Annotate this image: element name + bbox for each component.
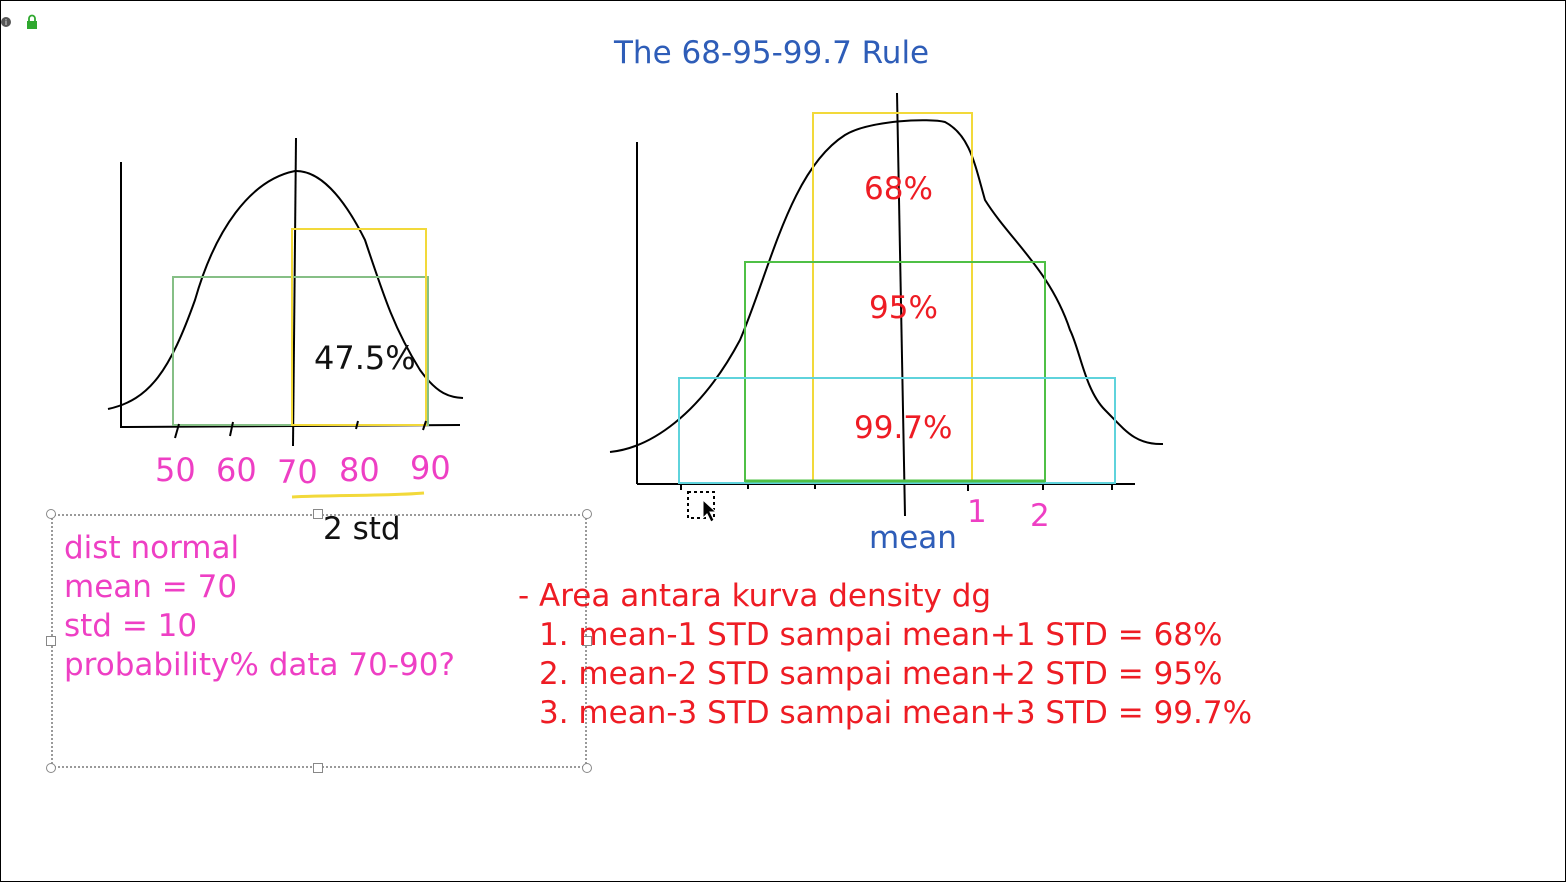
left-bell-curve bbox=[107, 169, 464, 410]
left-tick-90 bbox=[422, 420, 427, 431]
right-label-95: 95% bbox=[869, 290, 938, 326]
right-bell-curve bbox=[609, 119, 1164, 453]
right-label-68: 68% bbox=[864, 171, 933, 207]
rules-item-1: 1. mean-1 STD sampai mean+1 STD = 68% bbox=[539, 617, 1223, 653]
resize-handle-top-left[interactable] bbox=[46, 509, 56, 519]
right-label-997: 99.7% bbox=[854, 410, 953, 446]
left-tick-label-80: 80 bbox=[339, 451, 380, 489]
resize-handle-bottom[interactable] bbox=[313, 763, 323, 773]
page-title: The 68-95-99.7 Rule bbox=[614, 35, 930, 71]
cursor-icon bbox=[702, 498, 718, 523]
right-cyan-box-997 bbox=[678, 377, 1116, 484]
note-line-3[interactable]: std = 10 bbox=[64, 608, 198, 644]
right-axis-label-mean: mean bbox=[869, 520, 957, 556]
info-icon-glyph: i bbox=[5, 18, 7, 27]
left-tick-label-90: 90 bbox=[410, 449, 451, 487]
left-yellow-underline bbox=[291, 491, 425, 499]
right-axis-label-2: 2 bbox=[1030, 498, 1050, 534]
left-chart bbox=[107, 137, 464, 499]
left-tick-label-60: 60 bbox=[216, 451, 257, 489]
left-tick-label-70: 70 bbox=[277, 453, 318, 491]
resize-handle-right[interactable] bbox=[582, 636, 592, 646]
resize-handle-bottom-right[interactable] bbox=[582, 763, 592, 773]
left-tick-50 bbox=[174, 423, 180, 439]
left-tick-80 bbox=[355, 420, 359, 430]
right-axis-label-1: 1 bbox=[967, 494, 987, 530]
note-line-1[interactable]: dist normal bbox=[64, 530, 240, 566]
left-tick-60 bbox=[229, 421, 234, 437]
lock-icon[interactable] bbox=[27, 14, 37, 30]
right-chart bbox=[609, 92, 1164, 517]
right-mean-line bbox=[896, 92, 906, 517]
note-line-4[interactable]: probability% data 70-90? bbox=[64, 647, 455, 683]
rules-item-3: 3. mean-3 STD sampai mean+3 STD = 99.7% bbox=[539, 695, 1253, 731]
left-area-label: 47.5% bbox=[314, 339, 416, 377]
note-line-2[interactable]: mean = 70 bbox=[64, 569, 238, 605]
resize-handle-bottom-left[interactable] bbox=[46, 763, 56, 773]
top-left-status-icons: i bbox=[0, 14, 40, 36]
left-yellow-box bbox=[291, 228, 427, 426]
rules-heading: - Area antara kurva density dg bbox=[518, 578, 992, 614]
resize-handle-top[interactable] bbox=[313, 509, 323, 519]
status-icons-svg: i bbox=[1, 14, 37, 30]
info-icon[interactable] bbox=[1, 17, 11, 27]
rules-item-2: 2. mean-2 STD sampai mean+2 STD = 95% bbox=[539, 656, 1223, 692]
left-mean-line bbox=[292, 137, 297, 447]
left-tick-label-50: 50 bbox=[155, 451, 196, 489]
left-range-label: 2 std bbox=[323, 511, 401, 547]
resize-handle-left[interactable] bbox=[46, 636, 56, 646]
marquee-select-icon[interactable] bbox=[687, 491, 715, 519]
resize-handle-top-right[interactable] bbox=[582, 509, 592, 519]
